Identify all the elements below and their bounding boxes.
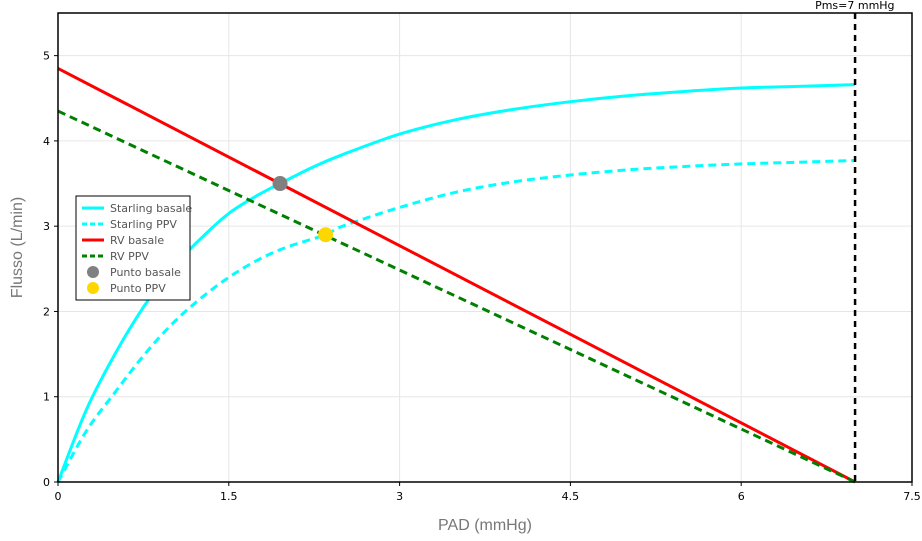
series-layer (56, 13, 857, 484)
legend-swatch-point (87, 266, 99, 278)
x-tick-label: 3 (396, 490, 403, 503)
plot-frame (57, 12, 913, 483)
legend: Starling basale Starling PPV RV basale RV P… (75, 195, 192, 301)
x-tick-label: 1.5 (220, 490, 238, 503)
legend-label: Punto PPV (110, 282, 166, 295)
series-line-3 (57, 109, 856, 484)
series-line-0 (56, 83, 856, 483)
legend-label: Starling PPV (110, 218, 177, 231)
pms-annotation-label: Pms=7 mmHg (815, 0, 894, 12)
legend-swatch-point (87, 282, 99, 294)
x-tick-label: 7.5 (903, 490, 921, 503)
axis-ticks: 0 1.5 3 4.5 6 7.5 0 1 2 3 4 5 (43, 50, 921, 503)
series-line-2 (57, 67, 856, 484)
legend-label: RV basale (110, 234, 164, 247)
y-tick-label: 4 (43, 135, 50, 148)
point-marker-0 (272, 176, 288, 192)
x-tick-label: 0 (55, 490, 62, 503)
y-tick-label: 3 (43, 220, 50, 233)
series-line-1 (56, 159, 856, 483)
point-marker-1 (318, 227, 334, 243)
x-axis-title: PAD (mmHg) (438, 517, 532, 534)
y-tick-label: 5 (43, 50, 50, 63)
y-axis-title: Flusso (L/min) (9, 197, 26, 298)
legend-label: Starling basale (110, 202, 192, 215)
y-tick-label: 2 (43, 305, 50, 318)
x-tick-label: 6 (738, 490, 745, 503)
pms-annotation: Pms=7 mmHg (815, 0, 894, 12)
legend-label: Punto basale (110, 266, 181, 279)
y-tick-label: 0 (43, 476, 50, 489)
points-layer (272, 176, 334, 243)
legend-label: RV PPV (110, 250, 149, 263)
x-tick-label: 4.5 (562, 490, 580, 503)
y-tick-label: 1 (43, 391, 50, 404)
